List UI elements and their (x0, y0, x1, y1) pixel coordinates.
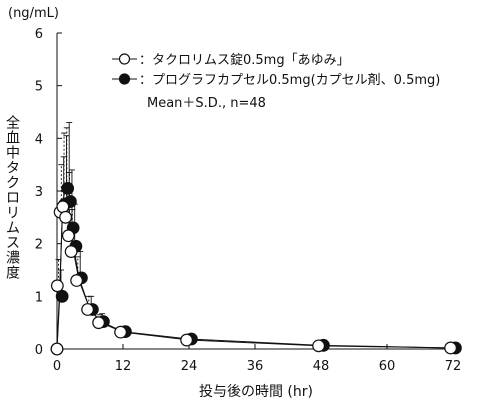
y-axis-title-char: タ (6, 161, 20, 177)
legend-note: Mean＋S.D., n=48 (147, 96, 266, 111)
data-point-1 (56, 200, 70, 214)
x-tick-label: 72 (445, 359, 462, 374)
x-tick-label: 60 (379, 359, 396, 374)
y-axis-title-char: 血 (6, 131, 20, 147)
y-axis-title-char: リ (6, 206, 20, 222)
x-tick-label: 48 (313, 359, 330, 374)
data-point-1 (114, 325, 127, 339)
legend-label-2: ：プログラフカプセル0.5mg(カプセル剤、0.5mg) (139, 72, 440, 88)
data-point-1 (59, 210, 72, 224)
y-tick-label: 1 (35, 290, 43, 305)
data-point-1 (312, 339, 326, 353)
data-marks (50, 122, 462, 356)
data-point-1 (50, 279, 64, 293)
legend-marker-1 (118, 53, 131, 65)
series-line-2 (56, 188, 454, 350)
y-tick-label: 2 (35, 238, 43, 253)
y-tick-label: 5 (35, 80, 43, 95)
y-axis-title-char: 度 (6, 266, 20, 282)
x-tick-label: 0 (53, 359, 61, 374)
legend-label-1: ：タクロリムス錠0.5mg「あゆみ」 (139, 53, 350, 68)
data-point-1 (64, 245, 78, 258)
data-point-1 (70, 274, 83, 287)
unit-label: (ng/mL) (8, 6, 59, 21)
y-tick-label: 3 (35, 185, 43, 200)
data-point-2 (61, 181, 75, 195)
data-point-1 (50, 342, 64, 356)
y-axis-title-char: 中 (6, 146, 20, 162)
legend-marker-2 (118, 73, 131, 85)
x-tick-label: 12 (115, 359, 132, 374)
y-axis-title-char: ス (6, 236, 20, 252)
data-point-1 (81, 303, 94, 316)
y-axis-title-char: ロ (6, 191, 20, 207)
y-tick-label: 0 (35, 343, 43, 358)
data-point-1 (61, 229, 75, 243)
data-point-1 (444, 341, 458, 355)
y-axis-title-char: 全 (6, 115, 20, 132)
y-axis-title-char: ク (6, 176, 20, 192)
legend: ：タクロリムス錠0.5mg「あゆみ」 ：プログラフカプセル0.5mg(カプセル剤… (112, 53, 440, 111)
y-tick-label: 4 (35, 132, 43, 147)
y-tick-label: 6 (35, 27, 43, 42)
y-axis-title-char: ム (6, 221, 20, 237)
x-axis-title: 投与後の時間 (hr) (199, 384, 313, 400)
x-tick-label: 36 (247, 359, 264, 374)
data-point-1 (92, 316, 105, 330)
y-axis-title-char: 濃 (6, 251, 20, 267)
data-point-1 (180, 333, 194, 347)
data-point-2 (55, 289, 69, 303)
x-tick-label: 24 (181, 359, 198, 374)
